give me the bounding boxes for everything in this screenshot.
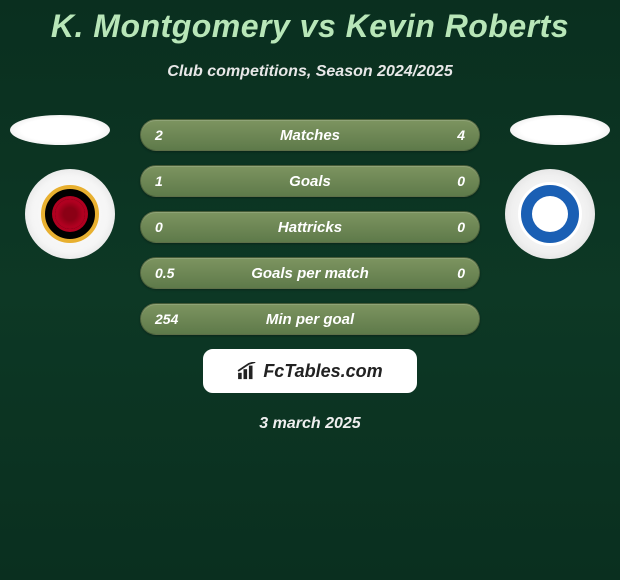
stat-row-hattricks: 0 Hattricks 0 — [140, 211, 480, 243]
stat-left-value: 0.5 — [155, 265, 195, 281]
stat-left-value: 0 — [155, 219, 195, 235]
date-label: 3 march 2025 — [0, 415, 620, 433]
chorley-badge-icon — [41, 185, 99, 243]
club-badge-right — [505, 169, 595, 259]
stat-label: Hattricks — [195, 219, 425, 236]
stat-left-value: 1 — [155, 173, 195, 189]
stat-row-goals: 1 Goals 0 — [140, 165, 480, 197]
player-photo-left — [10, 115, 110, 145]
stat-label: Goals — [195, 173, 425, 190]
stat-right-value: 0 — [425, 265, 465, 281]
stat-left-value: 254 — [155, 311, 195, 327]
comparison-panel: 2 Matches 4 1 Goals 0 0 Hattricks 0 0.5 … — [0, 119, 620, 433]
page-title: K. Montgomery vs Kevin Roberts — [0, 0, 620, 45]
stat-right-value: 4 — [425, 127, 465, 143]
stat-label: Min per goal — [195, 311, 425, 328]
stat-row-min-per-goal: 254 Min per goal — [140, 303, 480, 335]
stat-right-value: 0 — [425, 219, 465, 235]
player-photo-right — [510, 115, 610, 145]
subtitle: Club competitions, Season 2024/2025 — [0, 63, 620, 81]
stat-label: Goals per match — [195, 265, 425, 282]
stat-right-value: 0 — [425, 173, 465, 189]
stat-row-goals-per-match: 0.5 Goals per match 0 — [140, 257, 480, 289]
stat-label: Matches — [195, 127, 425, 144]
chester-badge-icon — [518, 182, 582, 246]
brand-badge[interactable]: FcTables.com — [203, 349, 417, 393]
stat-row-matches: 2 Matches 4 — [140, 119, 480, 151]
brand-text: FcTables.com — [263, 361, 382, 382]
bar-chart-icon — [237, 362, 259, 380]
stats-list: 2 Matches 4 1 Goals 0 0 Hattricks 0 0.5 … — [140, 119, 480, 335]
stat-left-value: 2 — [155, 127, 195, 143]
club-badge-left — [25, 169, 115, 259]
